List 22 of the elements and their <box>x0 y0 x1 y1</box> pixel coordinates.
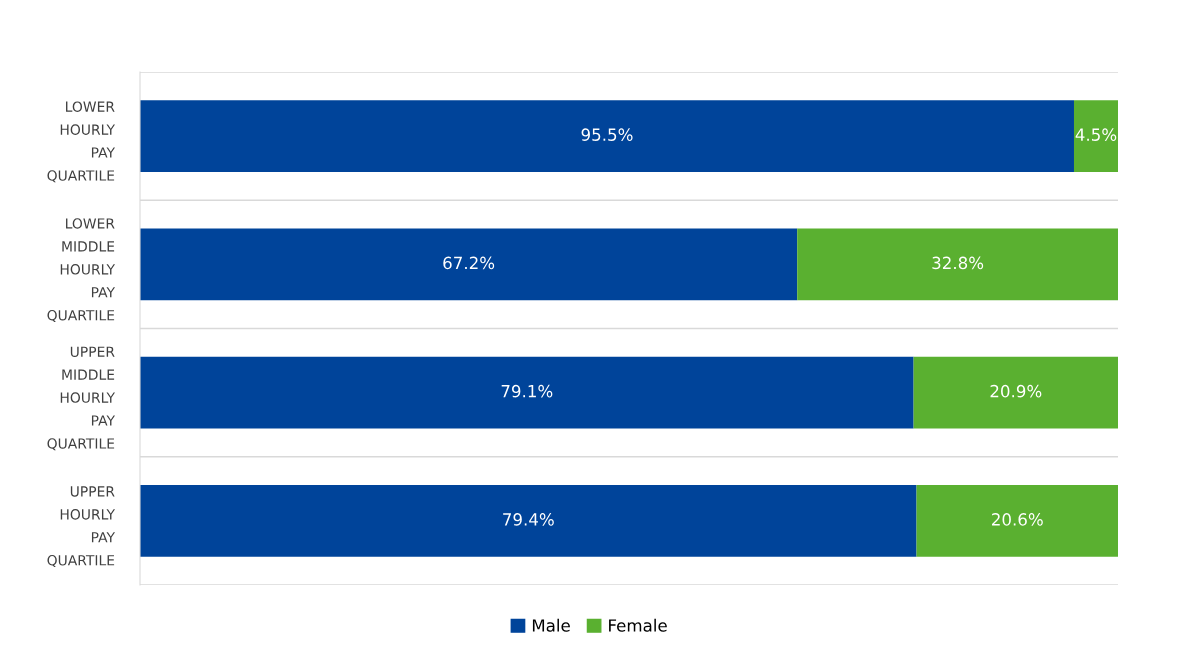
legend-label: Female <box>609 618 667 632</box>
data-label: 4.5% <box>1075 128 1117 141</box>
data-label: 95.5% <box>581 128 633 141</box>
y-tick-label: UPPER MIDDLE HOURLY PAY QUARTILE <box>47 346 116 451</box>
bar <box>797 228 1118 301</box>
bar <box>140 484 917 557</box>
data-label: 79.1% <box>501 384 553 398</box>
data-label: 79.4% <box>503 513 554 526</box>
y-tick-label: LOWER MIDDLE HOURLY PAY QUARTILE <box>47 218 116 323</box>
bar <box>1073 100 1118 173</box>
bar <box>140 228 798 301</box>
y-tick-label: LOWER HOURLY PAY QUARTILE <box>47 101 116 183</box>
bar <box>913 356 1118 429</box>
data-label: 20.6% <box>992 513 1043 526</box>
data-label: 32.8% <box>932 256 984 270</box>
data-label: 67.2% <box>443 256 495 270</box>
bar <box>140 356 914 429</box>
bar <box>140 100 1074 173</box>
y-tick-label: UPPER HOURLY PAY QUARTILE <box>47 486 116 568</box>
bar <box>916 484 1118 557</box>
data-label: 20.9% <box>990 384 1042 398</box>
legend-label: Male <box>532 618 570 632</box>
